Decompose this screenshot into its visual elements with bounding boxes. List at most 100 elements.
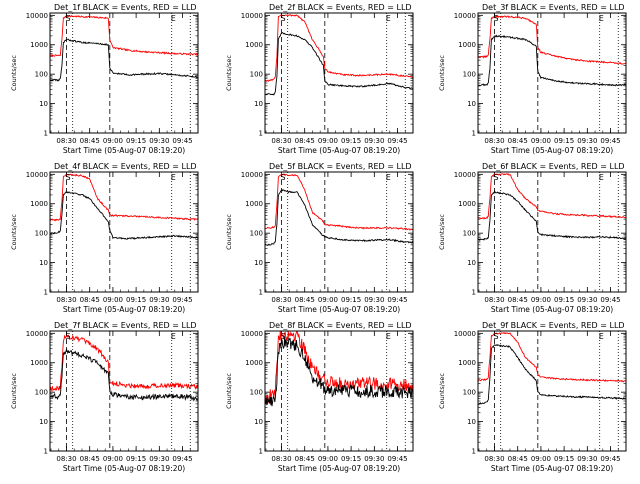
y-tick-label: 1	[259, 130, 263, 138]
series-line-lld	[478, 14, 626, 65]
flag-label: E	[171, 332, 176, 341]
series-line-lld	[478, 331, 626, 383]
x-tick-label: 09:45	[600, 455, 620, 463]
flag-label: E	[599, 332, 604, 341]
x-tick-label: 09:45	[172, 296, 192, 304]
x-tick-label: 09:30	[364, 137, 384, 145]
detector-panel-2: Det_2f BLACK = Events, RED = LLD Counts/s…	[225, 3, 414, 155]
y-tick-label: 1	[472, 289, 476, 297]
panel-title: Det_9f BLACK = Events, RED = LLD	[482, 321, 625, 330]
x-tick-label: 08:30	[484, 137, 504, 145]
y-axis-label: Counts/sec	[225, 373, 233, 409]
plot-frame	[477, 330, 627, 452]
flag-label: E	[171, 173, 176, 182]
x-axis-label: Start Time (05-Aug-07 08:19:20)	[491, 305, 613, 314]
detector-panel-7: Det_7f BLACK = Events, RED = LLD Counts/s…	[10, 321, 199, 473]
y-tick-label: 10	[467, 100, 476, 108]
x-tick-label: 08:45	[295, 296, 315, 304]
series-line-lld	[50, 173, 198, 222]
x-tick-label: 09:00	[318, 455, 338, 463]
y-tick-label: 10000	[241, 12, 263, 20]
flag-label: S	[281, 332, 286, 341]
x-tick-label: 09:45	[600, 137, 620, 145]
y-tick-label: 1000	[458, 41, 476, 49]
x-tick-label: 09:30	[149, 296, 169, 304]
x-axis-label: Start Time (05-Aug-07 08:19:20)	[63, 464, 185, 473]
x-tick-label: 09:15	[341, 137, 361, 145]
plot-frame	[264, 171, 414, 293]
y-tick-label: 1000	[30, 200, 48, 208]
x-tick-label: 09:30	[149, 137, 169, 145]
x-axis-label: Start Time (05-Aug-07 08:19:20)	[278, 146, 400, 155]
plot-frame	[264, 12, 414, 134]
panel-title: Det_7f BLACK = Events, RED = LLD	[54, 321, 197, 330]
y-tick-label: 10	[254, 100, 263, 108]
series-line-events	[478, 343, 626, 405]
detector-panel-6: Det_6f BLACK = Events, RED = LLD Counts/s…	[438, 162, 627, 314]
x-tick-label: 08:45	[295, 137, 315, 145]
x-tick-label: 08:30	[271, 296, 291, 304]
panel-title: Det_2f BLACK = Events, RED = LLD	[269, 3, 412, 12]
y-axis-label: Counts/sec	[438, 214, 446, 250]
plot-frame	[264, 330, 414, 452]
y-axis-label: Counts/sec	[10, 55, 18, 91]
x-tick-label: 09:00	[103, 455, 123, 463]
y-tick-label: 10000	[454, 330, 476, 338]
x-tick-label: 09:00	[531, 296, 551, 304]
x-tick-label: 09:30	[364, 296, 384, 304]
detector-panel-8: Det_8f BLACK = Events, RED = LLD Counts/s…	[225, 321, 414, 473]
panel-title: Det_8f BLACK = Events, RED = LLD	[269, 321, 412, 330]
y-tick-label: 10000	[241, 330, 263, 338]
series-line-events	[478, 34, 626, 87]
x-tick-label: 09:15	[554, 296, 574, 304]
y-tick-label: 100	[463, 71, 476, 79]
series-line-lld	[50, 14, 198, 58]
x-tick-label: 08:45	[80, 137, 100, 145]
x-axis-label: Start Time (05-Aug-07 08:19:20)	[491, 464, 613, 473]
panel-title: Det_3f BLACK = Events, RED = LLD	[482, 3, 625, 12]
x-tick-label: 08:30	[56, 455, 76, 463]
y-tick-label: 100	[35, 230, 48, 238]
x-tick-label: 09:30	[149, 455, 169, 463]
series-line-lld	[50, 333, 198, 393]
x-axis-label: Start Time (05-Aug-07 08:19:20)	[63, 146, 185, 155]
x-tick-label: 09:15	[126, 455, 146, 463]
y-axis-label: Counts/sec	[438, 55, 446, 91]
x-axis-label: Start Time (05-Aug-07 08:19:20)	[278, 464, 400, 473]
y-tick-label: 100	[250, 71, 263, 79]
y-tick-label: 10	[39, 259, 48, 267]
plot-frame	[477, 171, 627, 293]
x-axis-label: Start Time (05-Aug-07 08:19:20)	[278, 305, 400, 314]
y-tick-label: 10	[254, 418, 263, 426]
y-tick-label: 1	[44, 289, 48, 297]
y-tick-label: 1000	[245, 41, 263, 49]
y-axis-label: Counts/sec	[438, 373, 446, 409]
flag-label: S	[66, 332, 71, 341]
y-tick-label: 10000	[454, 171, 476, 179]
x-tick-label: 08:30	[271, 455, 291, 463]
series-line-events	[265, 32, 413, 96]
y-tick-label: 1000	[30, 359, 48, 367]
y-axis-label: Counts/sec	[225, 55, 233, 91]
flag-label: E	[386, 14, 391, 23]
plot-frame	[49, 330, 199, 452]
x-tick-label: 09:00	[318, 296, 338, 304]
x-tick-label: 09:15	[341, 296, 361, 304]
flag-label: E	[386, 332, 391, 341]
y-tick-label: 10000	[454, 12, 476, 20]
x-tick-label: 09:15	[126, 296, 146, 304]
x-tick-label: 09:15	[554, 137, 574, 145]
detector-panel-9: Det_9f BLACK = Events, RED = LLD Counts/s…	[438, 321, 627, 473]
series-line-lld	[478, 173, 626, 220]
series-line-events	[50, 191, 198, 240]
y-tick-label: 1000	[245, 200, 263, 208]
y-tick-label: 10	[467, 418, 476, 426]
x-tick-label: 09:00	[103, 137, 123, 145]
flag-label: S	[66, 14, 71, 23]
y-tick-label: 100	[463, 389, 476, 397]
y-tick-label: 1	[259, 289, 263, 297]
y-tick-label: 10	[39, 100, 48, 108]
detector-panel-4: Det_4f BLACK = Events, RED = LLD Counts/s…	[10, 162, 199, 314]
x-tick-label: 09:45	[387, 296, 407, 304]
y-axis-label: Counts/sec	[10, 214, 18, 250]
